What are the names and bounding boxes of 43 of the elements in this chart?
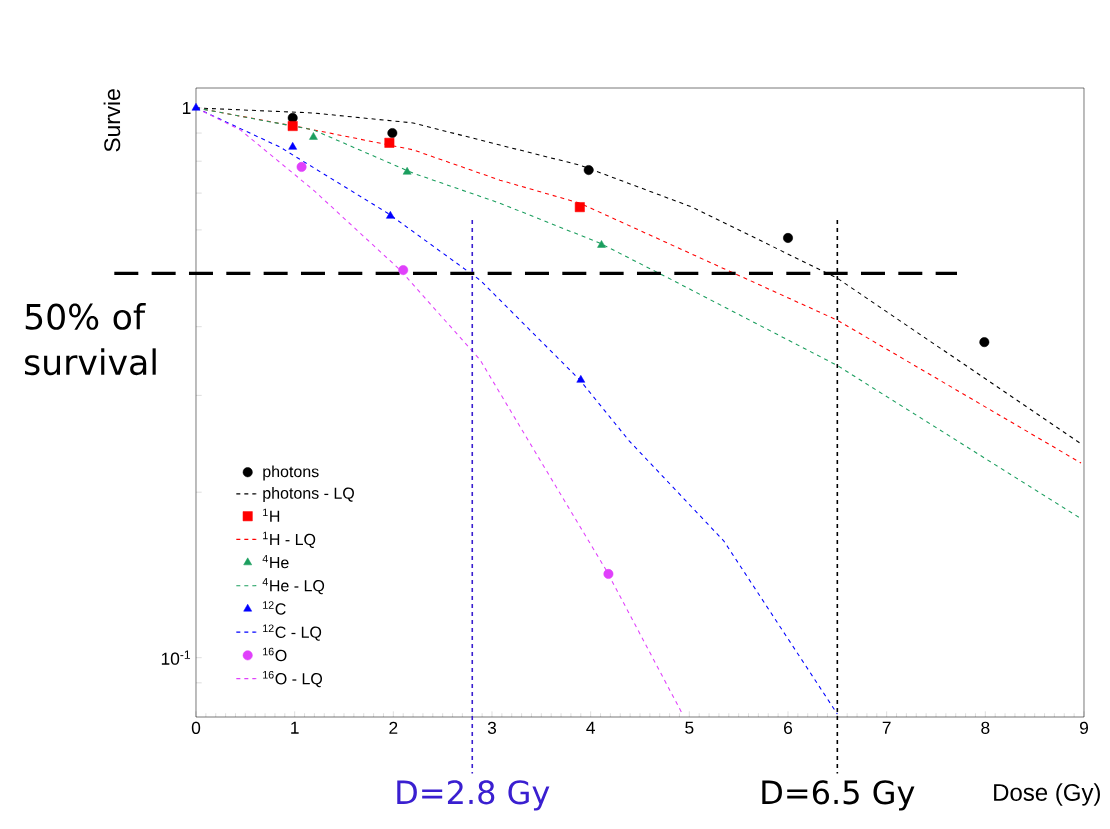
point bbox=[398, 265, 409, 276]
x-tick-label: 3 bbox=[487, 721, 497, 734]
x-tick-label: 9 bbox=[1079, 721, 1088, 734]
ref-line-label: D=6.5 Gy bbox=[762, 780, 915, 811]
x-tick-label: 4 bbox=[586, 721, 595, 734]
x-tick-label: 5 bbox=[685, 721, 694, 734]
point bbox=[979, 337, 990, 348]
point bbox=[287, 121, 298, 131]
y-tick-label: 10$^{-1}$ bbox=[161, 650, 191, 665]
y-axis-title: Survie bbox=[103, 89, 121, 152]
point bbox=[783, 233, 793, 243]
legend-label: photons - LQ bbox=[263, 487, 354, 502]
point bbox=[574, 202, 585, 213]
point bbox=[191, 102, 201, 111]
legend-label: $^{4}$He bbox=[262, 554, 289, 569]
x-tick-label: 7 bbox=[882, 721, 891, 734]
x-tick-label: 8 bbox=[981, 721, 990, 734]
x-tick-label: 6 bbox=[784, 721, 793, 734]
legend-label: $^{16}$O bbox=[263, 647, 287, 662]
ref-line-label: 50% of survival bbox=[24, 303, 156, 376]
legend-label: $^{16}$O - LQ bbox=[263, 671, 323, 688]
point bbox=[386, 211, 395, 219]
x-tick-label: 1 bbox=[291, 721, 299, 734]
point bbox=[603, 569, 614, 579]
legend-label: $^{12}$C bbox=[263, 601, 286, 615]
point bbox=[384, 137, 395, 148]
point bbox=[296, 162, 307, 172]
legend-label: $^{12}$C - LQ bbox=[263, 624, 322, 641]
point bbox=[309, 132, 318, 140]
legend-label: $^{4}$He - LQ bbox=[262, 578, 325, 595]
legend-label: $^{1}$H - LQ bbox=[263, 531, 316, 548]
legend-label: photons bbox=[263, 465, 319, 481]
point bbox=[402, 166, 412, 175]
x-axis-title: Dose (Gy) bbox=[994, 783, 1100, 806]
point bbox=[576, 375, 586, 383]
ref-line-label: D=2.8 Gy bbox=[397, 780, 550, 811]
x-tick-label: 2 bbox=[389, 721, 398, 734]
point bbox=[597, 240, 606, 248]
point bbox=[583, 165, 594, 175]
point bbox=[288, 142, 297, 150]
legend-label: $^{1}$H bbox=[263, 508, 280, 522]
x-tick-label: 0 bbox=[191, 721, 201, 734]
point bbox=[387, 128, 398, 139]
